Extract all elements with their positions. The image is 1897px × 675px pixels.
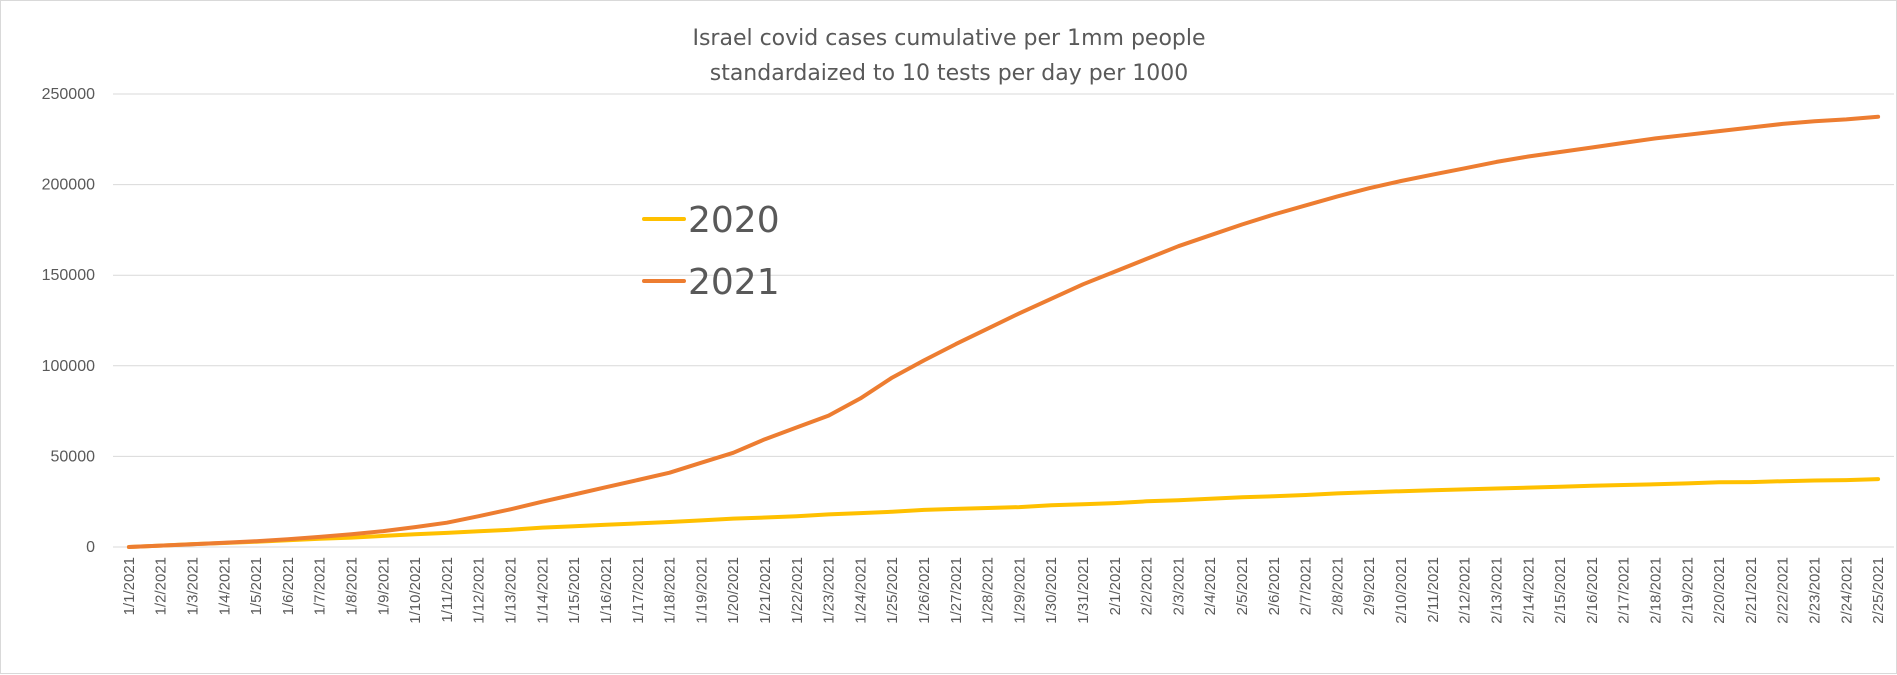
x-tick-label: 1/27/2021 — [948, 557, 965, 624]
x-tick-label: 1/30/2021 — [1043, 557, 1060, 624]
x-tick-label: 1/15/2021 — [566, 557, 583, 624]
legend-label-2021: 2021 — [688, 262, 780, 303]
x-tick-label: 2/15/2021 — [1552, 557, 1569, 624]
x-tick-label: 2/13/2021 — [1488, 557, 1505, 624]
x-axis: 1/1/2021 1/2/2021 1/3/2021 1/4/2021 1/5/2021… — [121, 557, 1887, 624]
x-tick-label: 2/11/2021 — [1425, 557, 1442, 623]
x-tick-label: 1/7/2021 — [312, 557, 329, 615]
x-tick-label: 2/18/2021 — [1647, 557, 1664, 624]
x-tick-label: 2/8/2021 — [1329, 557, 1346, 615]
y-tick-label: 50000 — [51, 448, 96, 465]
x-tick-label: 1/4/2021 — [216, 557, 233, 615]
gridlines — [113, 93, 1894, 548]
x-tick-label: 2/14/2021 — [1520, 557, 1537, 624]
x-tick-label: 1/16/2021 — [598, 557, 615, 624]
x-tick-label: 2/17/2021 — [1616, 557, 1633, 624]
x-tick-label: 2/2/2021 — [1139, 557, 1156, 615]
x-tick-label: 1/31/2021 — [1075, 557, 1092, 624]
x-tick-label: 1/26/2021 — [916, 557, 933, 624]
x-tick-label: 2/23/2021 — [1806, 557, 1823, 624]
x-tick-label: 1/24/2021 — [852, 557, 869, 624]
series-lines — [126, 114, 1881, 549]
y-tick-label: 150000 — [42, 267, 95, 284]
x-tick-label: 1/23/2021 — [821, 557, 838, 624]
x-tick-label: 1/19/2021 — [693, 557, 710, 624]
x-tick-label: 1/9/2021 — [375, 557, 392, 615]
x-tick-label: 1/28/2021 — [980, 557, 997, 624]
x-tick-label: 1/29/2021 — [1011, 557, 1028, 624]
x-tick-label: 1/18/2021 — [662, 557, 679, 624]
chart-title: Israel covid cases cumulative per 1mm pe… — [692, 26, 1205, 51]
x-tick-label: 1/20/2021 — [725, 557, 742, 624]
legend: 2020 2021 — [642, 200, 780, 303]
x-tick-label: 1/11/2021 — [439, 557, 456, 623]
x-tick-label: 2/24/2021 — [1838, 557, 1855, 624]
y-tick-label: 200000 — [42, 177, 95, 194]
y-tick-label: 0 — [86, 539, 95, 556]
x-tick-label: 1/5/2021 — [248, 557, 265, 615]
x-tick-label: 1/1/2021 — [121, 557, 138, 615]
x-tick-label: 2/22/2021 — [1775, 557, 1792, 624]
x-tick-label: 2/12/2021 — [1457, 557, 1474, 624]
y-tick-label: 100000 — [42, 358, 95, 375]
y-axis: 0 50000 100000 150000 200000 250000 — [42, 86, 95, 556]
x-tick-label: 1/21/2021 — [757, 557, 774, 624]
x-tick-label: 1/13/2021 — [503, 557, 520, 624]
y-tick-label: 250000 — [42, 86, 95, 103]
x-tick-label: 1/25/2021 — [884, 557, 901, 624]
x-tick-label: 1/6/2021 — [280, 557, 297, 615]
x-tick-label: 1/2/2021 — [153, 557, 170, 615]
x-tick-label: 2/21/2021 — [1743, 557, 1760, 624]
x-tick-label: 2/4/2021 — [1202, 557, 1219, 615]
x-tick-label: 2/16/2021 — [1584, 557, 1601, 624]
x-tick-label: 1/12/2021 — [471, 557, 488, 624]
x-tick-label: 1/8/2021 — [344, 557, 361, 615]
x-tick-label: 2/20/2021 — [1711, 557, 1728, 624]
x-tick-label: 1/10/2021 — [407, 557, 424, 624]
x-tick-label: 2/7/2021 — [1298, 557, 1315, 615]
series-line-2021 — [126, 114, 1881, 549]
x-tick-label: 2/6/2021 — [1266, 557, 1283, 615]
x-tick-label: 1/14/2021 — [534, 557, 551, 624]
legend-label-2020: 2020 — [688, 200, 780, 241]
x-tick-label: 2/10/2021 — [1393, 557, 1410, 624]
series-line-2020 — [126, 477, 1881, 549]
x-tick-label: 2/25/2021 — [1870, 557, 1887, 624]
x-tick-label: 2/3/2021 — [1170, 557, 1187, 615]
x-tick-label: 2/1/2021 — [1107, 557, 1124, 615]
chart-subtitle: standardaized to 10 tests per day per 10… — [710, 61, 1189, 86]
x-tick-label: 1/22/2021 — [789, 557, 806, 624]
x-tick-label: 2/19/2021 — [1679, 557, 1696, 624]
x-tick-label: 1/3/2021 — [185, 557, 202, 615]
x-tick-label: 1/17/2021 — [630, 557, 647, 624]
x-tick-label: 2/9/2021 — [1361, 557, 1378, 615]
x-tick-label: 2/5/2021 — [1234, 557, 1251, 615]
